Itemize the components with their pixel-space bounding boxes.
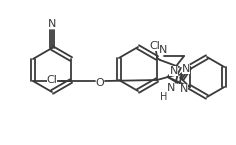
Text: O: O	[96, 78, 104, 88]
Text: N: N	[182, 64, 190, 74]
Text: N: N	[169, 66, 178, 76]
Text: H: H	[160, 92, 167, 102]
Text: Cl: Cl	[150, 41, 160, 51]
Text: N: N	[166, 83, 175, 93]
Text: N: N	[180, 84, 188, 94]
Text: N: N	[159, 45, 167, 55]
Text: Cl: Cl	[47, 75, 58, 85]
Text: N: N	[48, 19, 56, 29]
